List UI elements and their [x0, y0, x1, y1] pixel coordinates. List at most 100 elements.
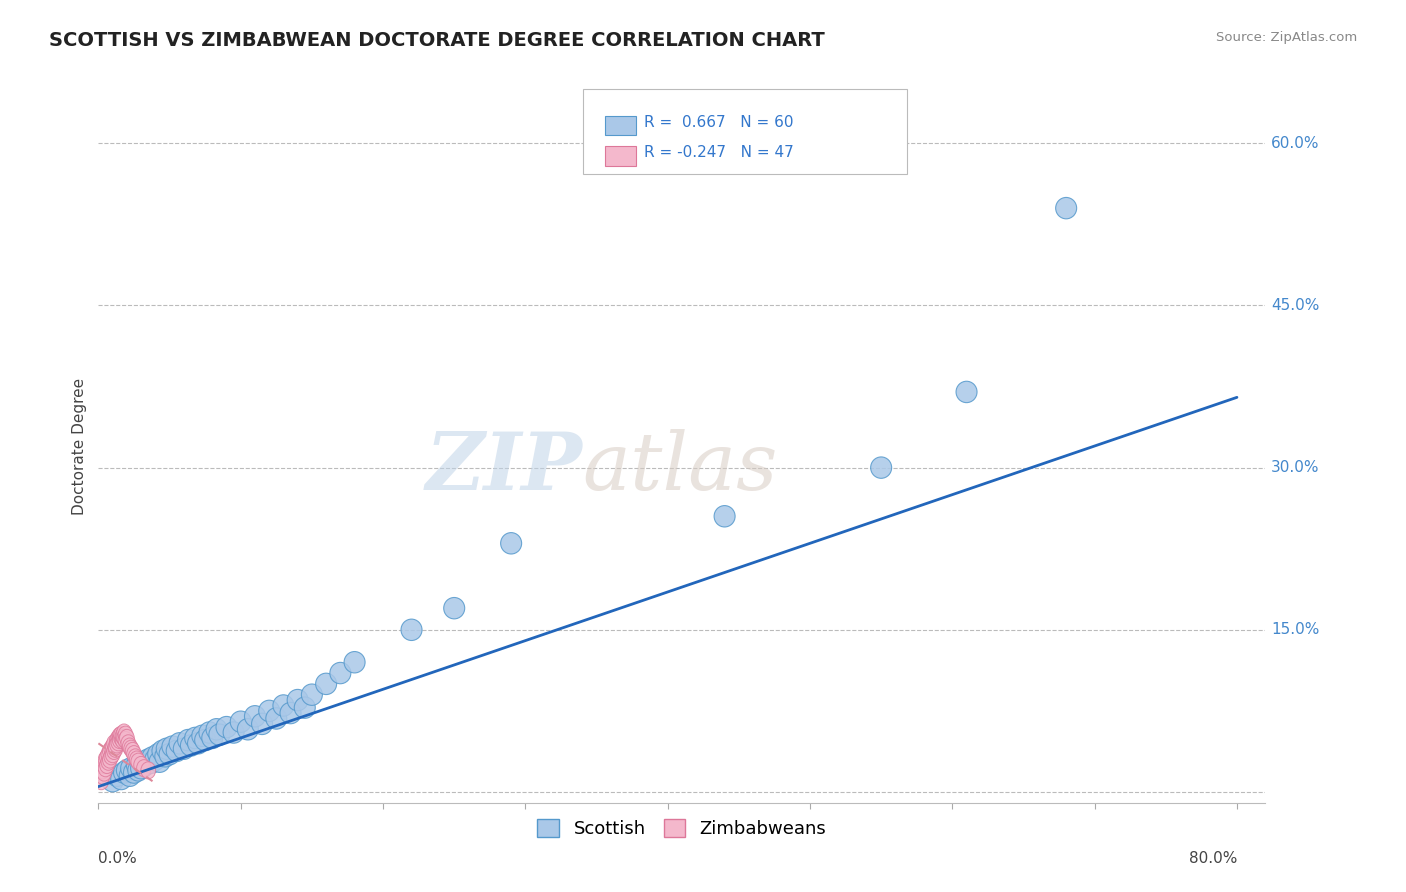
Ellipse shape — [125, 742, 141, 759]
Ellipse shape — [128, 760, 149, 781]
Ellipse shape — [127, 746, 142, 763]
Ellipse shape — [127, 755, 148, 776]
Ellipse shape — [166, 740, 187, 762]
Ellipse shape — [131, 753, 146, 771]
Ellipse shape — [136, 760, 152, 777]
Ellipse shape — [104, 740, 118, 757]
Ellipse shape — [169, 732, 190, 754]
Ellipse shape — [207, 719, 226, 740]
Ellipse shape — [103, 742, 117, 759]
Ellipse shape — [159, 743, 180, 764]
Ellipse shape — [101, 746, 115, 763]
Ellipse shape — [401, 619, 422, 640]
Ellipse shape — [120, 730, 134, 747]
Ellipse shape — [135, 755, 156, 776]
Ellipse shape — [184, 727, 205, 748]
Ellipse shape — [98, 751, 112, 768]
Ellipse shape — [141, 752, 162, 773]
Ellipse shape — [444, 598, 465, 619]
Ellipse shape — [149, 751, 170, 772]
Ellipse shape — [152, 740, 173, 762]
Ellipse shape — [138, 749, 159, 771]
Ellipse shape — [224, 722, 245, 743]
Ellipse shape — [1056, 197, 1077, 219]
Ellipse shape — [105, 738, 120, 756]
Ellipse shape — [100, 756, 114, 773]
Ellipse shape — [714, 506, 735, 527]
Ellipse shape — [121, 735, 135, 752]
Text: ZIP: ZIP — [426, 429, 582, 506]
Ellipse shape — [114, 726, 128, 743]
Ellipse shape — [117, 760, 138, 781]
Ellipse shape — [259, 700, 280, 722]
Ellipse shape — [105, 746, 120, 763]
Ellipse shape — [107, 765, 128, 787]
Ellipse shape — [114, 730, 128, 747]
Ellipse shape — [134, 751, 155, 772]
Ellipse shape — [287, 690, 308, 711]
Ellipse shape — [120, 765, 141, 787]
Ellipse shape — [330, 663, 352, 684]
Y-axis label: Doctorate Degree: Doctorate Degree — [72, 377, 87, 515]
Ellipse shape — [118, 731, 132, 748]
Ellipse shape — [344, 651, 366, 673]
Ellipse shape — [112, 731, 127, 748]
Ellipse shape — [115, 727, 129, 744]
Ellipse shape — [141, 762, 156, 779]
Ellipse shape — [111, 730, 125, 747]
Ellipse shape — [148, 743, 169, 764]
Ellipse shape — [121, 757, 142, 779]
Text: SCOTTISH VS ZIMBABWEAN DOCTORATE DEGREE CORRELATION CHART: SCOTTISH VS ZIMBABWEAN DOCTORATE DEGREE … — [49, 31, 825, 50]
Ellipse shape — [501, 533, 522, 554]
Ellipse shape — [118, 726, 132, 743]
Ellipse shape — [107, 735, 121, 752]
Text: 15.0%: 15.0% — [1271, 623, 1319, 637]
Ellipse shape — [111, 734, 125, 751]
Ellipse shape — [266, 707, 287, 729]
Ellipse shape — [209, 724, 231, 746]
Ellipse shape — [98, 760, 112, 777]
Ellipse shape — [245, 706, 266, 727]
Ellipse shape — [96, 762, 110, 779]
Ellipse shape — [103, 771, 124, 792]
Ellipse shape — [273, 695, 294, 716]
Ellipse shape — [108, 738, 122, 756]
Ellipse shape — [124, 762, 145, 783]
Ellipse shape — [114, 762, 135, 783]
Ellipse shape — [97, 756, 111, 773]
Ellipse shape — [870, 457, 891, 478]
Ellipse shape — [194, 730, 215, 751]
Text: Source: ZipAtlas.com: Source: ZipAtlas.com — [1216, 31, 1357, 45]
Ellipse shape — [110, 731, 124, 748]
Ellipse shape — [100, 748, 114, 766]
Ellipse shape — [142, 747, 163, 768]
Ellipse shape — [131, 757, 152, 779]
Ellipse shape — [101, 753, 115, 771]
Ellipse shape — [177, 730, 198, 751]
Ellipse shape — [97, 764, 111, 781]
Ellipse shape — [315, 673, 336, 695]
Ellipse shape — [128, 748, 143, 766]
Text: atlas: atlas — [582, 429, 778, 506]
Ellipse shape — [162, 736, 183, 757]
Text: 30.0%: 30.0% — [1271, 460, 1320, 475]
Ellipse shape — [110, 736, 124, 753]
Ellipse shape — [252, 714, 273, 735]
Ellipse shape — [129, 751, 145, 768]
Ellipse shape — [231, 711, 252, 732]
Ellipse shape — [956, 381, 977, 402]
Ellipse shape — [124, 740, 139, 757]
Ellipse shape — [117, 730, 131, 747]
Ellipse shape — [280, 702, 301, 723]
Ellipse shape — [107, 742, 121, 759]
Ellipse shape — [198, 722, 219, 743]
Ellipse shape — [134, 756, 149, 773]
Ellipse shape — [217, 716, 238, 738]
Ellipse shape — [155, 746, 176, 767]
Text: 80.0%: 80.0% — [1188, 852, 1237, 866]
Ellipse shape — [294, 697, 315, 718]
Ellipse shape — [238, 719, 259, 740]
Ellipse shape — [117, 724, 131, 741]
Ellipse shape — [112, 727, 127, 744]
Ellipse shape — [173, 738, 194, 759]
